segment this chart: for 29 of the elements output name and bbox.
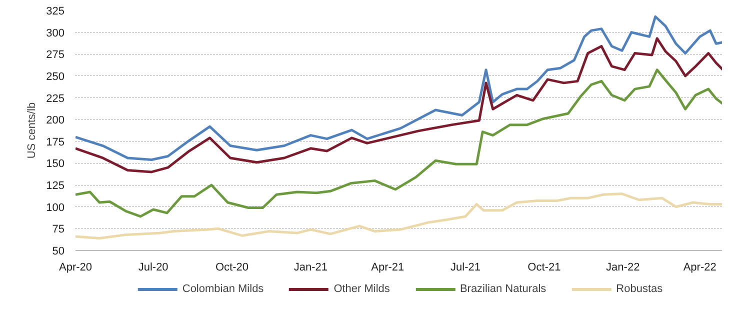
line-series: [76, 68, 722, 218]
y-tick-label: 200: [46, 114, 65, 127]
y-tick-label: 175: [46, 136, 65, 148]
legend-label: Robustas: [616, 283, 663, 295]
x-tick-label: Jul-21: [450, 262, 480, 274]
line-series: [76, 37, 722, 174]
y-tick-label: 275: [46, 49, 65, 62]
y-tick-label: 125: [46, 180, 65, 192]
x-tick-label: Apr-21: [371, 262, 404, 274]
x-tick-label: Jan-21: [294, 262, 328, 274]
y-tick-label: 75: [52, 224, 65, 236]
y-tick-label: 250: [46, 70, 65, 83]
x-tick-label: Jul-20: [138, 262, 168, 274]
y-axis-title: US cents/lb: [26, 102, 38, 159]
legend-label: Other Milds: [334, 283, 390, 295]
y-tick-label: 225: [46, 92, 65, 105]
x-tick-label: Oct-20: [216, 262, 249, 274]
y-tick-label: 150: [46, 158, 65, 170]
legend-label: Colombian Milds: [182, 283, 264, 295]
x-tick-label: Apr-22: [683, 262, 716, 274]
y-tick-label: 50: [52, 246, 65, 258]
x-tick-label: Oct-21: [528, 262, 561, 274]
y-tick-label: 300: [46, 27, 65, 40]
legend-label: Brazilian Naturals: [460, 283, 546, 295]
x-tick-label: Apr-20: [58, 262, 92, 274]
x-tick-label: Jan-22: [606, 262, 640, 274]
y-tick-label: 100: [46, 202, 65, 214]
line-series: [76, 192, 722, 240]
y-tick-label: 325: [46, 6, 65, 18]
